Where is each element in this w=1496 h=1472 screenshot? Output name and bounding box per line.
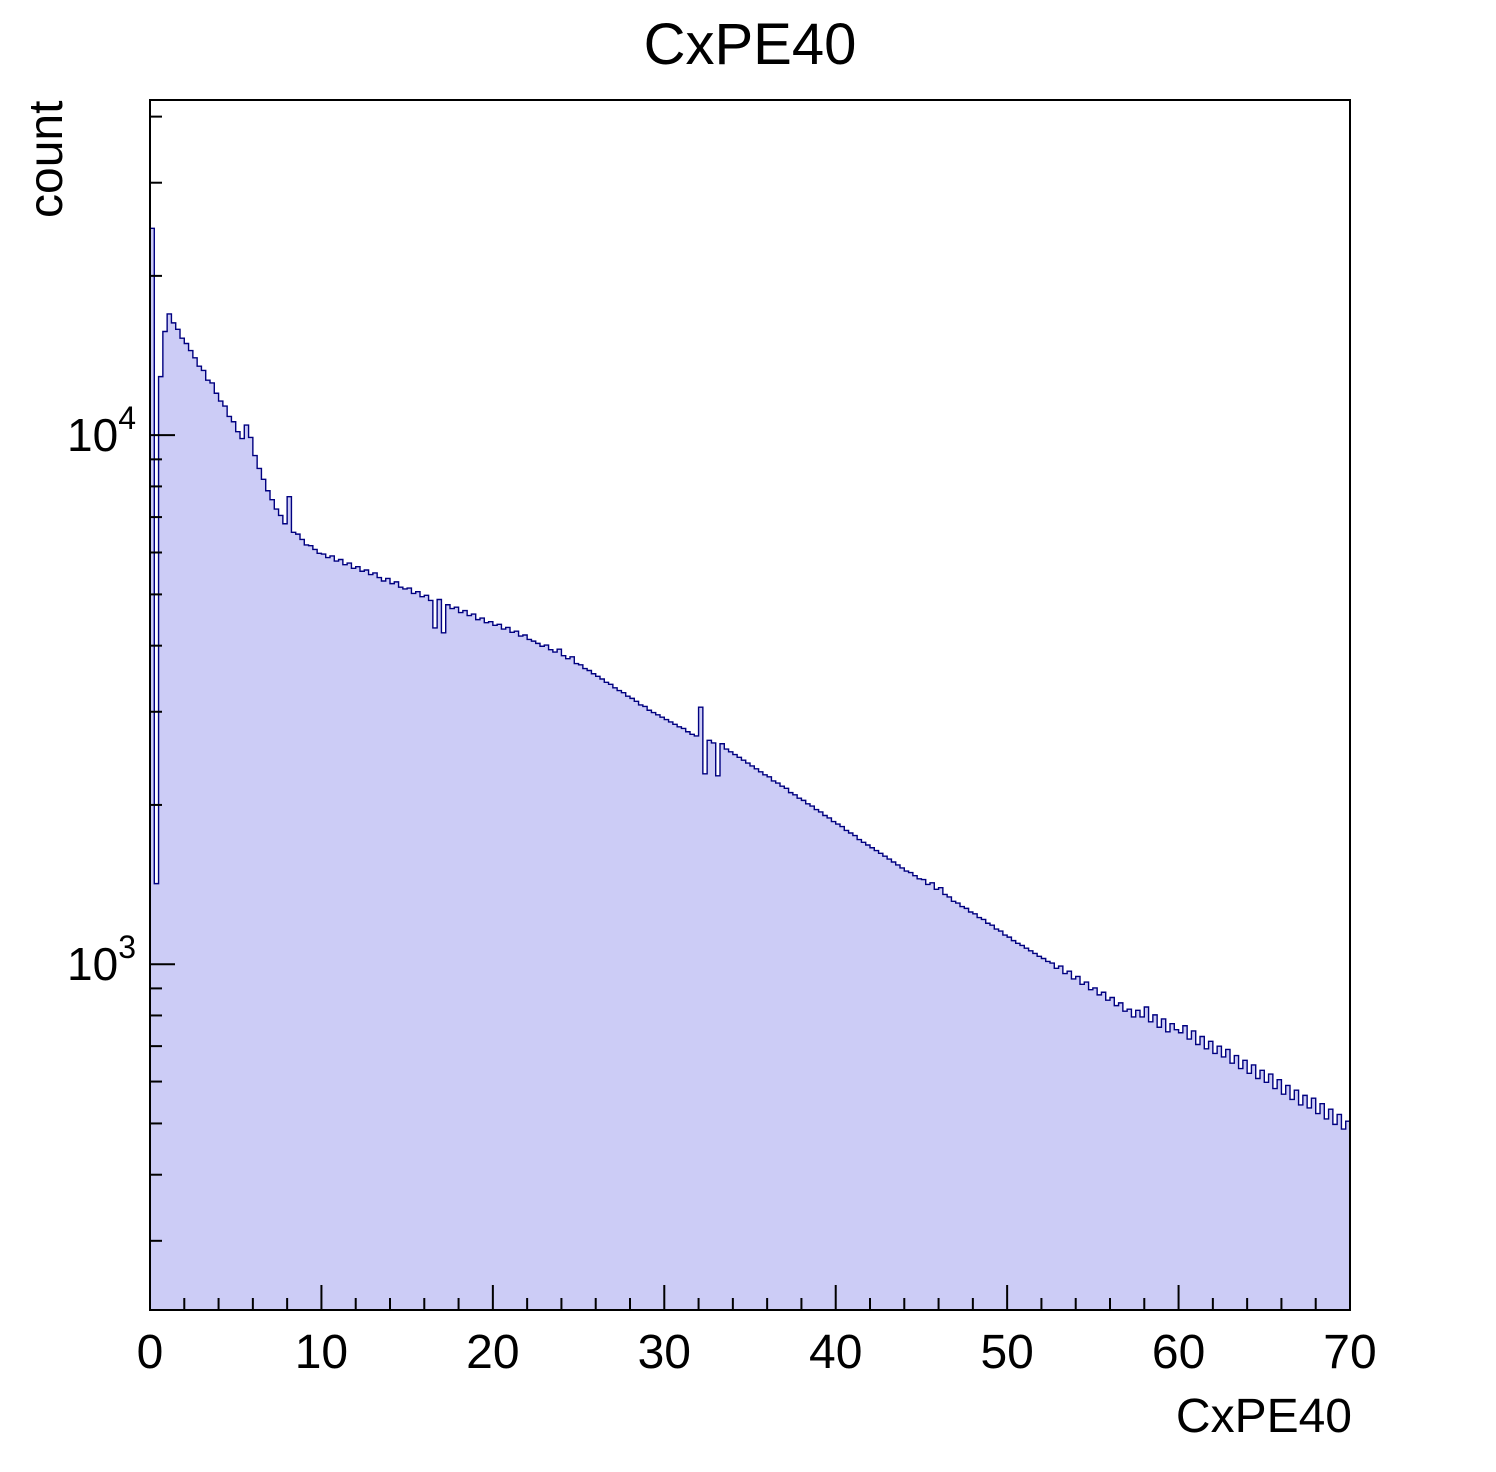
x-tick-label: 10 [295,1326,348,1379]
x-tick-label: 60 [1152,1326,1205,1379]
histogram-path [149,227,1351,1311]
x-tick-label: 70 [1323,1326,1376,1379]
x-axis-title: CxPE40 [1176,1390,1352,1443]
y-tick-label: 104 [67,400,136,461]
x-tick-label: 20 [466,1326,519,1379]
chart-title: CxPE40 [644,12,857,77]
frame-rect [149,99,1351,1311]
x-tick-label: 40 [809,1326,862,1379]
y-tick-label: 103 [67,929,136,990]
x-tick-label: 30 [638,1326,691,1379]
histogram-bins [149,227,1351,1311]
x-tick-label: 50 [980,1326,1033,1379]
axis-ticks [149,115,1351,1310]
plot-frame [149,99,1351,1311]
axis-tick-labels: 0 10 20 30 40 50 60 70 103 104 [67,400,1377,1379]
y-axis-title: count [20,101,73,218]
x-tick-label: 0 [137,1326,164,1379]
